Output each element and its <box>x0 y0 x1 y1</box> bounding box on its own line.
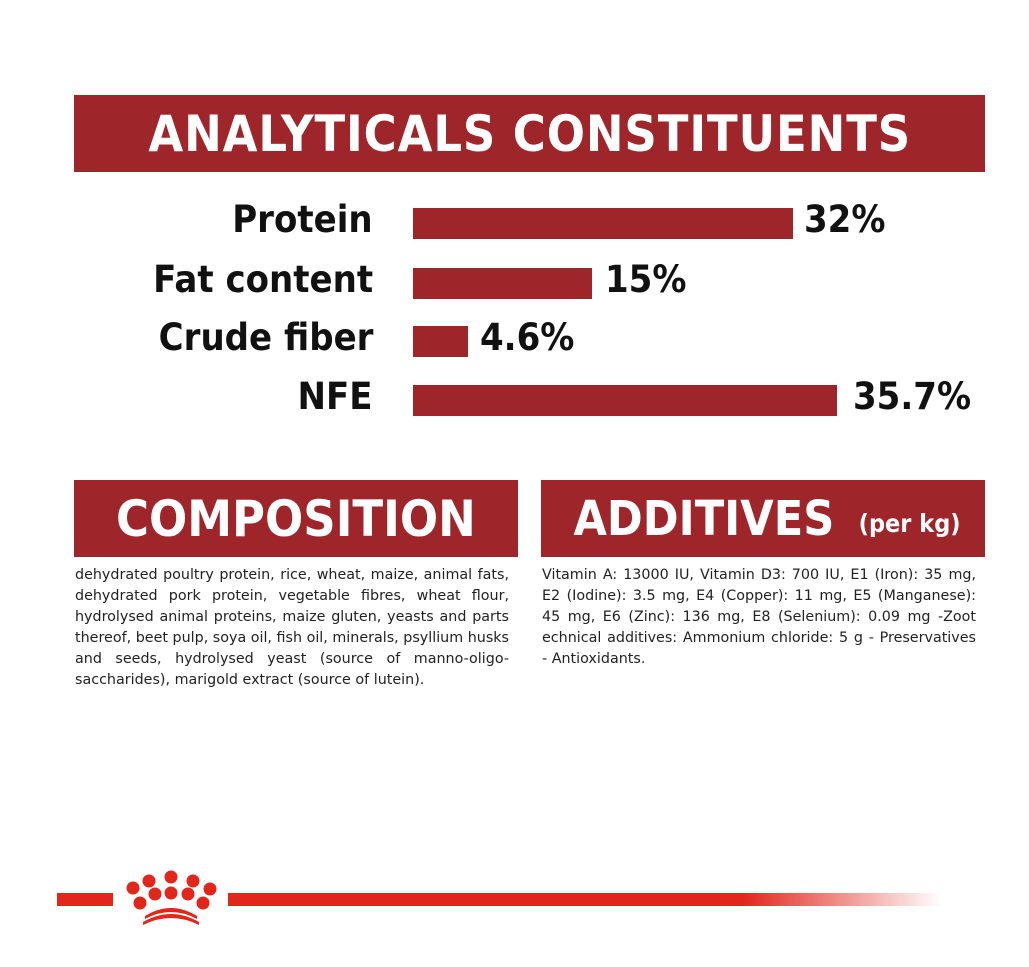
bar-label: NFE <box>298 375 373 418</box>
bar <box>413 385 837 416</box>
bar-value: 35.7% <box>853 375 972 418</box>
left-rule <box>57 893 113 906</box>
chart-row-nfe: NFE 35.7% <box>0 377 1029 421</box>
analytical-constituents-header: ANALYTICALS CONSTITUENTS <box>74 95 985 172</box>
additives-header: ADDITIVES (per kg) <box>541 480 985 557</box>
header-title: ANALYTICALS CONSTITUENTS <box>148 104 911 163</box>
bar <box>413 268 592 299</box>
chart-row-crude-fiber: Crude fiber 4.6% <box>0 318 1029 362</box>
composition-text: dehydrated poultry protein, rice, wheat,… <box>75 567 510 688</box>
bar <box>413 326 468 357</box>
additives-text: Vitamin A: 13000 IU, Vitamin D3: 700 IU,… <box>542 567 976 667</box>
composition-header: COMPOSITION <box>74 480 518 557</box>
bar-label: Fat content <box>152 258 373 301</box>
royal-canin-crown-logo <box>57 870 942 925</box>
bar-label: Protein <box>232 198 373 241</box>
composition-title: COMPOSITION <box>116 489 476 548</box>
bar-value: 32% <box>804 198 886 241</box>
additives-subtitle: (per kg) <box>858 509 961 538</box>
bar-label: Crude fiber <box>158 316 373 359</box>
crown-icon <box>126 870 217 925</box>
bar-value: 15% <box>605 258 687 301</box>
chart-row-fat-content: Fat content 15% <box>0 260 1029 304</box>
chart-row-protein: Protein 32% <box>0 200 1029 244</box>
bar-value: 4.6% <box>480 316 575 359</box>
right-rule <box>228 893 942 906</box>
bar <box>413 208 793 239</box>
additives-title: ADDITIVES <box>573 490 835 547</box>
